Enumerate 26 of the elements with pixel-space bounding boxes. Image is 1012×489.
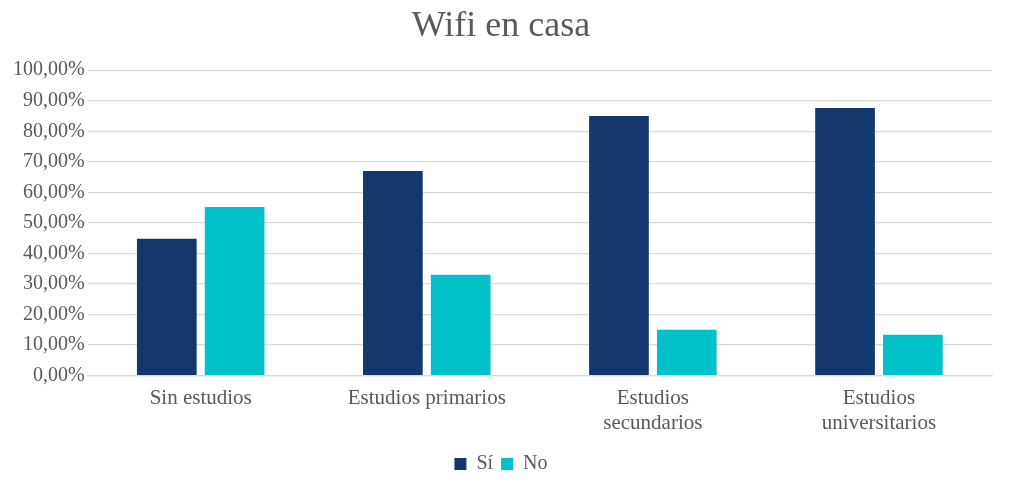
y-tick-label: 70,00% [22,149,85,172]
x-tick-label: Sin estudios [149,384,252,409]
bar [430,274,491,375]
legend-label: Sí [476,451,494,474]
y-tick-label: 50,00% [22,210,85,233]
y-tick-label: 20,00% [22,301,85,324]
bar [815,108,875,375]
bar [883,334,943,375]
bar [656,329,717,375]
y-tick-label: 90,00% [22,87,85,110]
chart-title: Wifi en casa [411,4,591,45]
x-tick-label: Estudios universitarios [821,384,937,434]
y-tick-label: 100,00% [12,57,85,80]
y-tick-label: 40,00% [22,240,85,263]
y-tick-label: 60,00% [22,179,85,202]
x-tick-label: Estudios secundarios [603,384,703,434]
y-tick-label: 10,00% [22,332,85,355]
y-tick-label: 0,00% [32,362,85,385]
legend-label: No [523,451,548,474]
bar [204,207,265,375]
x-tick-label: Estudios primarios [347,384,506,409]
bar [136,238,197,375]
bar [589,116,649,375]
y-tick-label: 30,00% [22,271,85,294]
bar [363,170,423,375]
y-tick-label: 80,00% [22,118,85,141]
